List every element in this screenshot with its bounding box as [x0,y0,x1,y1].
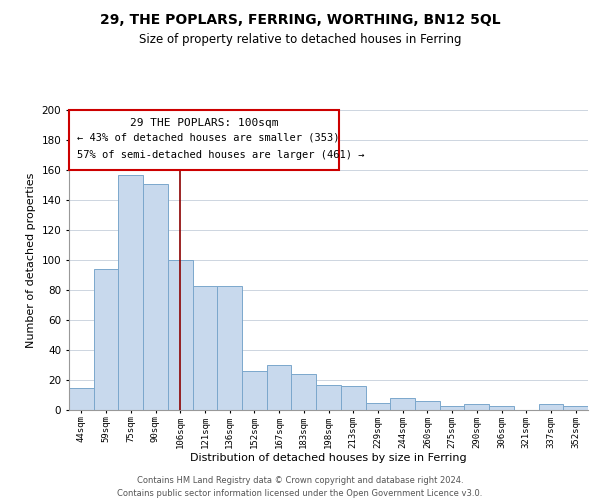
Bar [341,386,365,410]
Bar [267,365,292,410]
Bar [118,174,143,410]
Bar [316,384,341,410]
Text: Size of property relative to detached houses in Ferring: Size of property relative to detached ho… [139,32,461,46]
Bar [168,260,193,410]
Text: 57% of semi-detached houses are larger (461) →: 57% of semi-detached houses are larger (… [77,150,364,160]
Bar [390,398,415,410]
Text: 29 THE POPLARS: 100sqm: 29 THE POPLARS: 100sqm [130,118,278,128]
Bar [489,406,514,410]
Y-axis label: Number of detached properties: Number of detached properties [26,172,36,348]
Text: 29, THE POPLARS, FERRING, WORTHING, BN12 5QL: 29, THE POPLARS, FERRING, WORTHING, BN12… [100,12,500,26]
Text: Contains HM Land Registry data © Crown copyright and database right 2024.
Contai: Contains HM Land Registry data © Crown c… [118,476,482,498]
Bar [292,374,316,410]
X-axis label: Distribution of detached houses by size in Ferring: Distribution of detached houses by size … [190,454,467,464]
Text: ← 43% of detached houses are smaller (353): ← 43% of detached houses are smaller (35… [77,132,339,142]
Bar [193,286,217,410]
Bar [539,404,563,410]
Bar [365,402,390,410]
Bar [217,286,242,410]
Bar [415,401,440,410]
Bar [242,371,267,410]
Bar [69,388,94,410]
FancyBboxPatch shape [69,110,339,170]
Bar [440,406,464,410]
Bar [464,404,489,410]
Bar [563,406,588,410]
Bar [143,184,168,410]
Bar [94,269,118,410]
